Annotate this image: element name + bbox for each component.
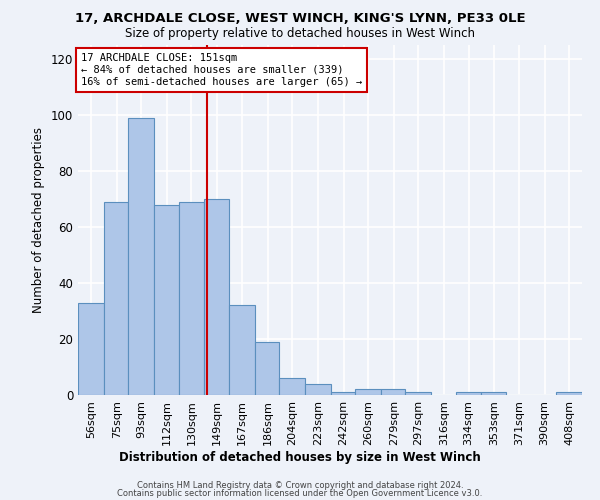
Bar	[78, 302, 104, 395]
Text: Size of property relative to detached houses in West Winch: Size of property relative to detached ho…	[125, 28, 475, 40]
Bar	[254, 342, 279, 395]
Bar	[229, 306, 254, 395]
Bar	[305, 384, 331, 395]
Text: 17 ARCHDALE CLOSE: 151sqm
← 84% of detached houses are smaller (339)
16% of semi: 17 ARCHDALE CLOSE: 151sqm ← 84% of detac…	[81, 54, 362, 86]
Text: Contains public sector information licensed under the Open Government Licence v3: Contains public sector information licen…	[118, 490, 482, 498]
Bar	[154, 204, 179, 395]
Text: 17, ARCHDALE CLOSE, WEST WINCH, KING'S LYNN, PE33 0LE: 17, ARCHDALE CLOSE, WEST WINCH, KING'S L…	[74, 12, 526, 26]
Y-axis label: Number of detached properties: Number of detached properties	[32, 127, 45, 313]
Text: Distribution of detached houses by size in West Winch: Distribution of detached houses by size …	[119, 451, 481, 464]
Bar	[455, 392, 481, 395]
Bar	[355, 390, 381, 395]
Bar	[279, 378, 305, 395]
Bar	[104, 202, 128, 395]
Bar	[556, 392, 582, 395]
Text: Contains HM Land Registry data © Crown copyright and database right 2024.: Contains HM Land Registry data © Crown c…	[137, 480, 463, 490]
Bar	[481, 392, 506, 395]
Bar	[205, 199, 229, 395]
Bar	[331, 392, 355, 395]
Bar	[179, 202, 205, 395]
Bar	[128, 118, 154, 395]
Bar	[381, 390, 406, 395]
Bar	[406, 392, 431, 395]
